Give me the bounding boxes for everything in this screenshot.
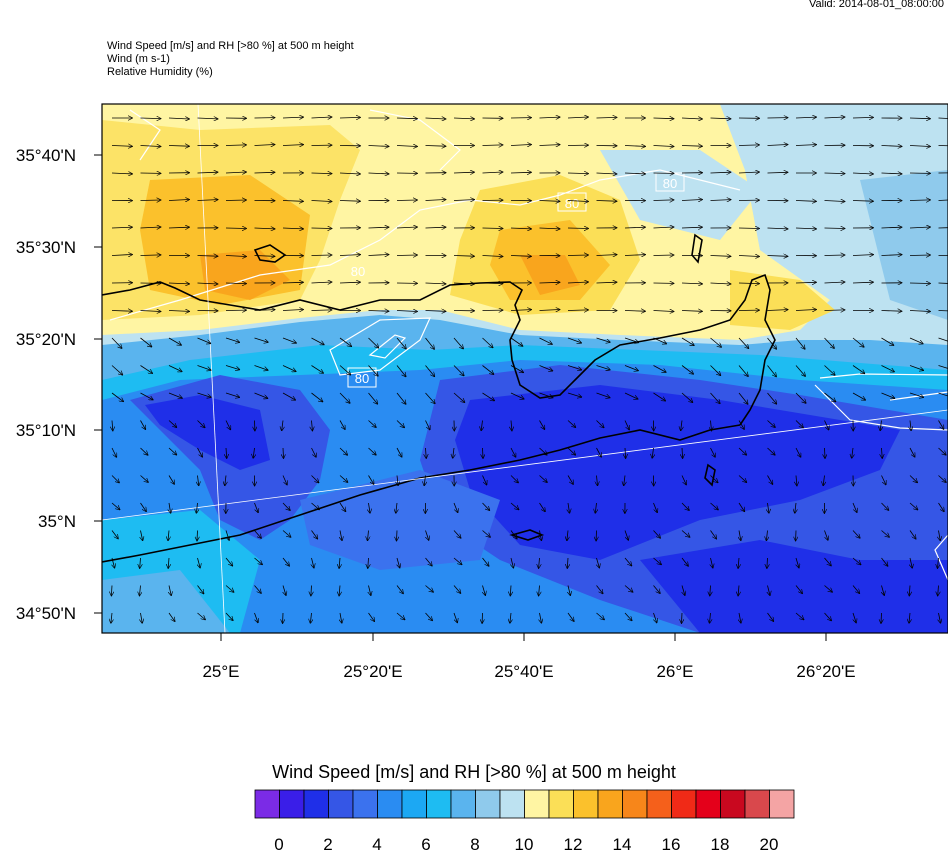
colorbar-swatch (427, 790, 452, 818)
colorbar-swatch (255, 790, 280, 818)
lon-label: 25°E (202, 662, 239, 681)
lat-label: 35°20'N (16, 330, 76, 349)
colorbar-tick: 2 (308, 835, 348, 855)
colorbar-swatch (402, 790, 427, 818)
colorbar-tick: 18 (700, 835, 740, 855)
colorbar-swatch (353, 790, 378, 818)
wind-arrow (825, 255, 845, 256)
wind-arrow (739, 228, 759, 229)
contour-label: 80 (663, 176, 677, 191)
colorbar-swatch (476, 790, 501, 818)
wind-arrow (397, 200, 417, 201)
lon-ticks (221, 633, 826, 641)
colorbar-swatch (647, 790, 672, 818)
colorbar-swatch (696, 790, 721, 818)
wind-arrow (881, 613, 882, 623)
colorbar-tick: 14 (602, 835, 642, 855)
wind-speed-field (102, 104, 948, 633)
wind-arrow (825, 228, 845, 229)
colorbar-swatch (574, 790, 599, 818)
wind-arrow (226, 228, 246, 229)
colorbar-swatch (304, 790, 329, 818)
colorbar-tick: 12 (553, 835, 593, 855)
wind-arrow (312, 228, 332, 229)
lon-label: 25°20'E (343, 662, 402, 681)
colorbar-swatch (451, 790, 476, 818)
wind-arrow (568, 228, 588, 229)
wind-arrow (483, 228, 503, 229)
colorbar-swatch (378, 790, 403, 818)
lat-label: 34°50'N (16, 604, 76, 623)
wind-arrow (910, 283, 930, 284)
colorbar-swatch (672, 790, 697, 818)
colorbar-swatch (280, 790, 305, 818)
contour-label: 80 (351, 264, 365, 279)
colorbar-swatch (770, 790, 795, 818)
wind-arrow (283, 448, 284, 458)
wind-arrow (141, 200, 161, 201)
lat-label: 35°N (38, 512, 76, 531)
colorbar-swatch (598, 790, 623, 818)
lat-label: 35°40'N (16, 146, 76, 165)
lon-label: 26°E (656, 662, 693, 681)
colorbar-swatch (745, 790, 770, 818)
wind-arrow (825, 448, 826, 458)
lon-label: 25°40'E (494, 662, 553, 681)
wind-arrow (682, 613, 683, 623)
wind-arrow (197, 531, 198, 541)
wind-arrow (910, 255, 930, 256)
wind-arrow (483, 448, 484, 458)
lat-labels: 35°40'N 35°30'N 35°20'N 35°10'N 35°N 34°… (16, 146, 76, 623)
lat-label: 35°30'N (16, 238, 76, 257)
colorbar-tick: 6 (406, 835, 446, 855)
lat-ticks (94, 155, 102, 613)
lon-label: 26°20'E (796, 662, 855, 681)
colorbar-swatch (500, 790, 525, 818)
colorbar-tick: 10 (504, 835, 544, 855)
wind-arrow (654, 255, 674, 256)
wind-arrow (397, 531, 398, 541)
wind-arrow (226, 200, 246, 201)
colorbar-swatch (721, 790, 746, 818)
colorbar-swatch (623, 790, 648, 818)
colorbar-swatch (549, 790, 574, 818)
colorbar-title: Wind Speed [m/s] and RH [>80 %] at 500 m… (0, 762, 948, 783)
colorbar-tick: 16 (651, 835, 691, 855)
contour-label: 80 (355, 371, 369, 386)
colorbar-swatch (525, 790, 550, 818)
lon-labels: 25°E 25°20'E 25°40'E 26°E 26°20'E (202, 662, 855, 681)
wind-arrow (312, 255, 332, 256)
colorbar (255, 790, 794, 818)
contour-label: 80 (565, 196, 579, 211)
colorbar-tick: 20 (749, 835, 789, 855)
wind-arrow (397, 255, 417, 256)
lat-label: 35°10'N (16, 421, 76, 440)
colorbar-swatch (329, 790, 354, 818)
colorbar-tick: 0 (259, 835, 299, 855)
colorbar-tick: 8 (455, 835, 495, 855)
colorbar-tick: 4 (357, 835, 397, 855)
wind-arrow (568, 255, 588, 256)
